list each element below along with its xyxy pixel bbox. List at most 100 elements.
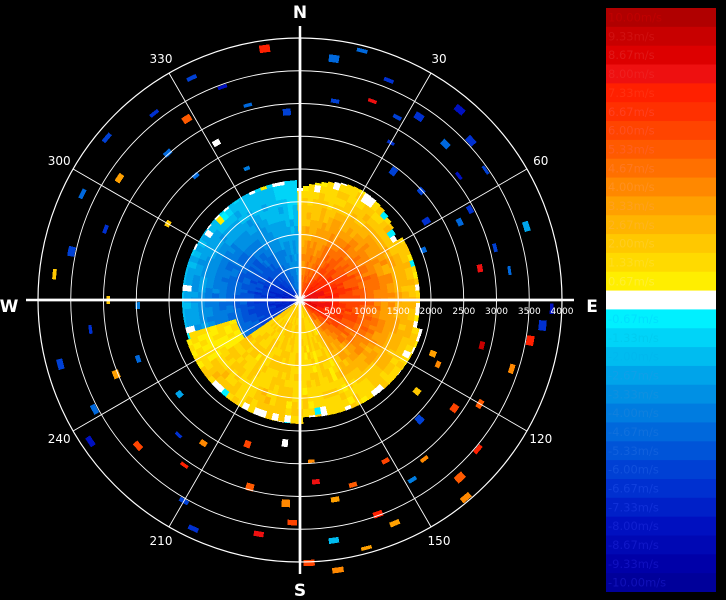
echo-gate <box>315 287 323 293</box>
echo-gate <box>279 349 285 358</box>
echo-gate <box>283 304 291 308</box>
echo-gate <box>296 281 299 290</box>
echo-gate <box>389 343 399 353</box>
echo-gate <box>296 338 299 347</box>
echo-gate <box>218 305 227 311</box>
echo-gate <box>238 206 247 216</box>
echo-gate <box>305 218 311 227</box>
echo-gate <box>364 278 373 285</box>
echo-gate <box>310 314 316 321</box>
echo-gate <box>345 227 354 236</box>
echo-gate <box>301 239 305 248</box>
echo-gate <box>343 348 352 357</box>
echo-gate <box>301 317 304 326</box>
echo-gate <box>287 315 293 323</box>
echo-gate <box>258 44 271 54</box>
echo-gate <box>334 277 342 284</box>
echo-gate <box>216 266 226 273</box>
echo-gate <box>440 138 451 150</box>
echo-gate <box>412 321 418 329</box>
echo-gate <box>224 328 234 336</box>
echo-gate <box>256 267 264 274</box>
echo-gate <box>295 289 299 297</box>
echo-gate <box>251 274 260 281</box>
echo-gate <box>258 277 266 284</box>
echo-gate <box>293 290 298 297</box>
echo-gate <box>384 217 392 225</box>
echo-gate <box>302 282 306 290</box>
echo-gate <box>281 296 290 299</box>
echo-gate <box>215 237 225 247</box>
echo-gate <box>292 317 296 325</box>
echo-gate <box>322 271 329 278</box>
echo-gate <box>263 259 271 267</box>
echo-gate <box>263 381 271 390</box>
echo-gate <box>228 319 237 325</box>
azimuth-label: 300 <box>48 154 71 168</box>
echo-gate <box>252 407 262 416</box>
echo-gate <box>201 326 211 335</box>
echo-gate <box>226 261 235 269</box>
echo-gate <box>331 305 339 310</box>
echo-gate <box>282 205 289 214</box>
echo-gate <box>360 544 373 551</box>
echo-gate <box>274 302 283 305</box>
echo-gate <box>313 283 321 290</box>
echo-gate <box>325 318 333 324</box>
echo-gate <box>254 238 263 247</box>
echo-gate <box>258 196 266 206</box>
echo-gate <box>311 386 318 395</box>
echo-gate <box>190 336 200 345</box>
echo-gate <box>184 314 193 322</box>
echo-gate <box>284 322 290 330</box>
echo-gate <box>361 271 371 278</box>
echo-gate <box>380 302 389 307</box>
echo-gate <box>268 292 276 296</box>
echo-gate <box>328 232 336 242</box>
echo-gate <box>293 253 297 262</box>
echo-gate <box>290 366 295 375</box>
echo-gate <box>276 348 283 357</box>
echo-gate <box>186 260 191 268</box>
echo-gate <box>365 392 374 400</box>
echo-gate <box>397 323 407 332</box>
echo-gate <box>307 190 315 199</box>
echo-gate <box>269 337 276 346</box>
legend-swatch <box>606 422 716 442</box>
echo-gate <box>256 246 264 255</box>
echo-gate <box>415 284 420 291</box>
echo-gate <box>275 294 283 297</box>
echo-gate <box>385 336 395 345</box>
echo-gate <box>289 301 297 304</box>
echo-gate <box>354 270 363 278</box>
echo-gate <box>183 302 192 310</box>
echo-gate <box>270 200 278 209</box>
echo-gate <box>260 273 268 280</box>
echo-gate <box>413 111 425 123</box>
echo-gate <box>281 499 291 508</box>
echo-gate <box>293 310 297 318</box>
echo-gate <box>192 318 201 326</box>
echo-gate <box>249 224 258 234</box>
legend-label: -2.00m/s <box>608 350 659 364</box>
echo-gate <box>421 216 432 226</box>
echo-gate <box>221 272 231 279</box>
echo-gate <box>372 309 381 315</box>
echo-gate <box>198 438 208 448</box>
echo-gate <box>241 369 251 379</box>
echo-gate <box>332 273 340 280</box>
echo-gate <box>323 308 331 313</box>
echo-gate <box>273 280 281 286</box>
echo-gate <box>294 331 298 340</box>
echo-gate <box>373 301 382 307</box>
echo-gate <box>285 278 291 286</box>
echo-gate <box>182 290 185 298</box>
echo-gate <box>264 313 272 319</box>
echo-gate <box>275 303 283 306</box>
echo-gate <box>283 313 290 321</box>
echo-gate <box>260 387 269 397</box>
echo-gate <box>363 275 372 281</box>
echo-gate <box>309 372 315 381</box>
echo-gate <box>304 239 308 248</box>
